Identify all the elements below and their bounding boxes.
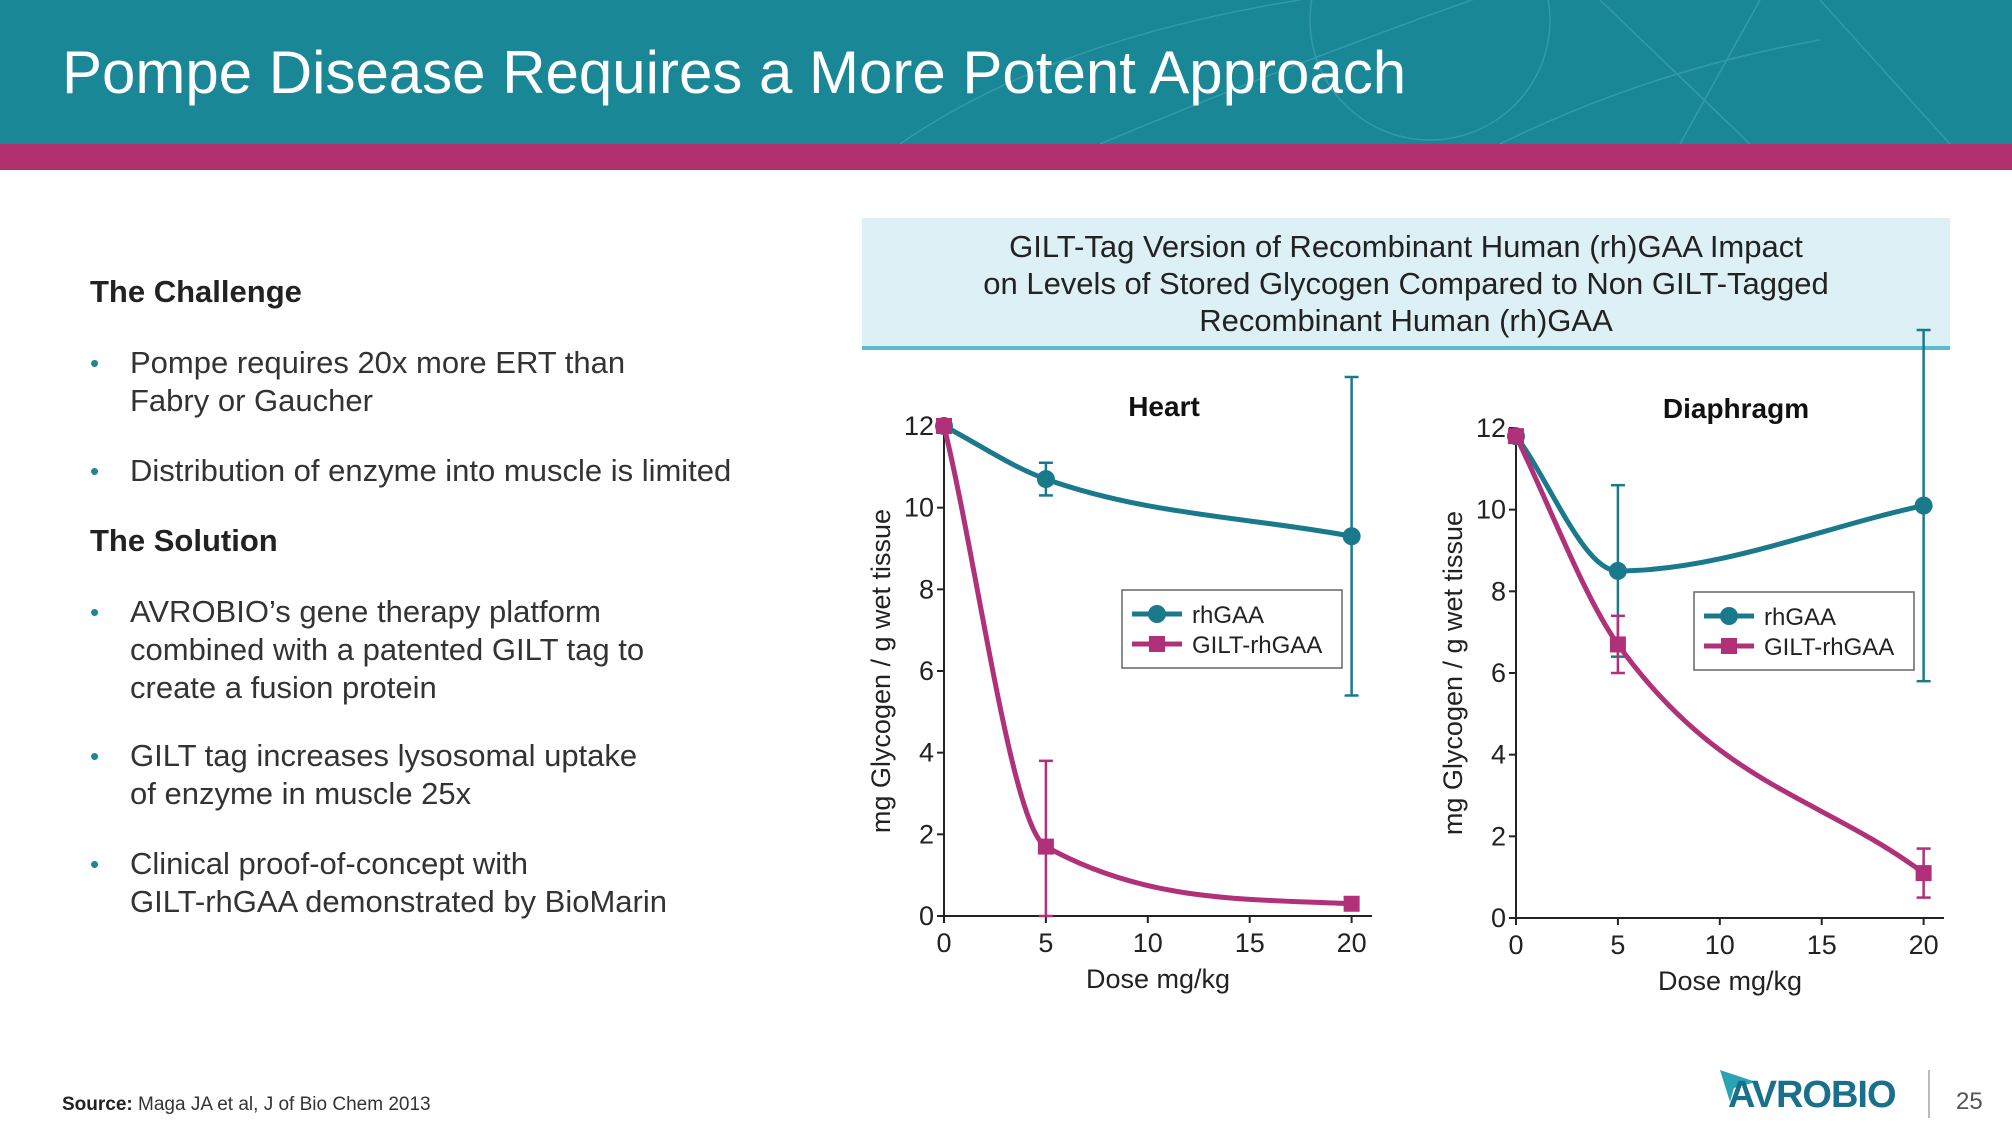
logo-text: AVROBIO [1728,1074,1897,1116]
data-point [1914,496,1933,515]
bullet-dot: • [90,741,100,771]
x-tick-label: 15 [1807,930,1837,960]
x-tick-label: 15 [1235,928,1265,958]
legend-label: rhGAA [1192,602,1264,629]
bullet-dot: • [90,456,100,486]
x-tick-label: 5 [1610,930,1625,960]
legend-marker [1721,638,1737,654]
y-tick-label: 8 [919,574,934,604]
figure-title: GILT-Tag Version of Recombinant Human (r… [983,229,1829,338]
legend-marker [1148,605,1166,623]
y-axis-label: mg Glycogen / g wet tissue [1438,511,1468,835]
x-tick-label: 10 [1705,930,1735,960]
y-tick-label: 0 [1491,903,1506,933]
legend-label: rhGAA [1764,604,1836,631]
data-point [1608,561,1627,580]
data-point [1036,470,1055,489]
legend-marker [1720,607,1738,625]
data-point [936,418,952,434]
logo-mark-icon [1720,1070,1756,1102]
bullet-text: Distribution of enzyme into muscle is li… [130,453,732,488]
series-line-rhgaa [1514,434,1925,574]
y-tick-label: 10 [904,493,934,523]
chart-title: Diaphragm [1663,393,1809,424]
x-tick-label: 10 [1133,928,1163,958]
y-tick-label: 0 [919,901,934,931]
figure-title-box: GILT-Tag Version of Recombinant Human (r… [862,218,1950,350]
series-line-rhgaa [942,423,1353,539]
y-tick-label: 2 [919,819,934,849]
y-tick-label: 6 [919,656,934,686]
y-tick-label: 2 [1491,821,1506,851]
x-tick-label: 20 [1337,928,1367,958]
series-line-gilt-rhgaa [1513,435,1926,876]
header-stripe [0,144,2012,170]
legend-box [1693,591,1915,671]
data-point [1343,895,1360,912]
source-text: Maga JA et al, J of Bio Chem 2013 [138,1094,431,1115]
chart-diaphragm: 0 5 10 15 20 0 2 4 6 8 10 12 Dose mg/kg mg Glycogen /… [1438,328,1944,996]
bullet-text: Clinical proof-of-concept with GILT-rhGA… [130,846,667,919]
y-tick-label: 8 [1491,576,1506,606]
bullet-text: AVROBIO’s gene therapy platform combined… [130,594,645,705]
y-tick-label: 12 [904,411,934,441]
data-point [1609,636,1626,653]
company-logo: AVROBIO [1718,1068,1898,1118]
legend-box [1121,589,1343,669]
chart-heart: 0 5 10 15 20 0 2 4 6 8 10 12 Dose mg/kg mg Glycogen /… [866,375,1372,994]
data-point [1342,527,1361,546]
chart-title: Heart [1128,391,1200,422]
legend-label: GILT-rhGAA [1764,634,1894,661]
bullet-dot: • [90,348,100,378]
x-tick-label: 0 [936,928,951,958]
solution-heading: The Solution [90,523,278,558]
legend-marker [1149,636,1165,652]
source-label: Source: [62,1094,133,1115]
y-axis-label: mg Glycogen / g wet tissue [866,509,896,833]
y-tick-label: 12 [1476,413,1506,443]
header-decoration [899,0,1951,144]
source-note: Source: Maga JA et al, J of Bio Chem 201… [62,1094,431,1116]
y-tick-label: 4 [1491,740,1506,770]
y-tick-label: 6 [1491,658,1506,688]
slide-title: Pompe Disease Requires a More Potent App… [62,39,1407,106]
data-point [1915,865,1932,882]
bullet-dot: • [90,849,100,879]
x-tick-label: 20 [1909,930,1939,960]
x-tick-label: 5 [1038,928,1053,958]
x-tick-label: 0 [1508,930,1523,960]
page-number: 25 [1956,1088,1983,1115]
header-bar: Pompe Disease Requires a More Potent App… [0,0,2012,144]
bullet-text: Pompe requires 20x more ERT than Fabry o… [130,345,626,418]
challenge-heading: The Challenge [90,274,302,309]
bullet-dot: • [90,597,100,627]
data-point [1508,428,1524,445]
y-tick-label: 4 [919,738,934,768]
bullet-text: GILT tag increases lysosomal uptake of e… [130,738,638,811]
x-axis-label: Dose mg/kg [1086,964,1230,994]
x-axis-label: Dose mg/kg [1658,966,1802,996]
legend-label: GILT-rhGAA [1192,632,1322,659]
data-point [1037,838,1054,855]
footer-divider [1928,1070,1930,1118]
y-tick-label: 10 [1476,495,1506,525]
